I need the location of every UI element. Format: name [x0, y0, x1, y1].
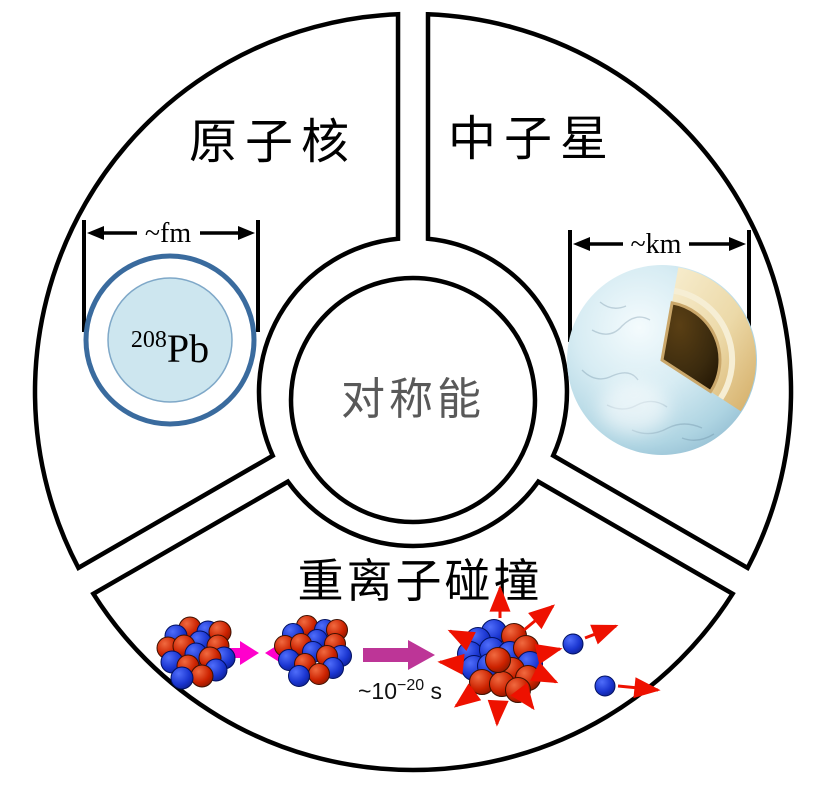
star-sector-content: 中子星 ~km	[448, 113, 757, 455]
fragment-arrow	[530, 662, 559, 684]
proton-ball	[485, 647, 511, 673]
time-exponent: −20	[397, 677, 424, 694]
fragment-arrow	[437, 653, 465, 675]
neutron-ball	[288, 665, 310, 687]
collision-title: 重离子碰撞	[298, 556, 543, 607]
neutron-star-core	[660, 301, 722, 394]
center-label: 对称能	[341, 375, 485, 424]
fragment-arrow	[617, 677, 661, 699]
nucleus-sector-content: 原子核 ~fm 208Pb	[82, 116, 357, 427]
fragment-arrow	[487, 699, 509, 727]
collision-fragment-arrows	[437, 585, 661, 727]
proton-ball	[190, 664, 214, 688]
fragment-arrow	[534, 643, 563, 665]
fm-arrowhead-right	[238, 226, 255, 240]
proton-ball	[308, 663, 330, 685]
time-unit: s	[424, 678, 442, 704]
time-evolution-arrow	[363, 640, 435, 670]
collision-time-label: ~10−20 s	[358, 677, 442, 704]
fragment-arrow	[453, 683, 482, 708]
neutron-star-glow	[600, 382, 668, 434]
neutron-star-illustration	[567, 265, 757, 455]
neutron-star-crust-layer-line	[673, 287, 736, 400]
fm-scale-annotation	[82, 220, 260, 332]
km-arrowhead-left	[573, 237, 590, 251]
fm-scale-label: ~fm	[145, 218, 191, 249]
projectile-nucleus	[156, 616, 236, 690]
emitted-neutron-1	[562, 633, 584, 655]
km-arrowhead-right	[729, 237, 746, 251]
pb-isotope-symbol: Pb	[167, 326, 209, 371]
pb-core	[107, 277, 233, 403]
fragment-arrow	[584, 624, 619, 645]
nucleus-title: 原子核	[189, 116, 357, 169]
km-scale-annotation	[568, 230, 751, 342]
collision-sector-content: 重离子碰撞 ~10−20 s	[156, 556, 661, 727]
target-nucleus	[274, 615, 352, 687]
km-scale-label: ~km	[631, 229, 682, 260]
pb-isotope-label: 208Pb	[131, 326, 209, 371]
pb-isotope-mass: 208	[131, 327, 167, 353]
neutron-ball	[170, 666, 194, 690]
center-circle	[288, 275, 538, 525]
time-base: ~10	[358, 678, 397, 704]
fragment-arrow	[523, 604, 556, 632]
incoming-arrow-right	[224, 641, 259, 665]
emitted-neutron-2	[594, 675, 616, 697]
star-title: 中子星	[448, 113, 616, 166]
fragment-arrow	[447, 629, 476, 651]
fm-arrowhead-left	[87, 226, 104, 240]
fragment-arrow	[510, 682, 535, 711]
pb-nucleus-illustration: 208Pb	[83, 253, 257, 427]
